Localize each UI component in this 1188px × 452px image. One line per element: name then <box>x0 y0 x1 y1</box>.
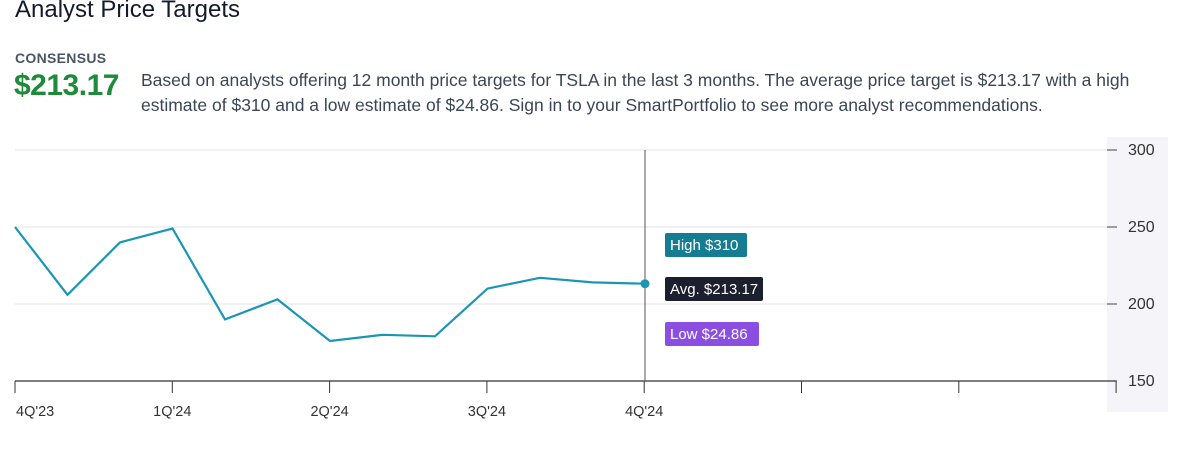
x-tick-label: 1Q'24 <box>153 404 191 420</box>
y-tick-label: 200 <box>1128 296 1155 313</box>
x-tick-label: 4Q'23 <box>16 404 54 420</box>
y-tick-label: 250 <box>1128 219 1155 236</box>
x-tick-label: 4Q'24 <box>625 404 663 420</box>
current-point <box>640 279 650 289</box>
high-tag-label: High $310 <box>670 237 738 254</box>
low-tag <box>665 322 759 346</box>
consensus-label: CONSENSUS <box>15 50 107 66</box>
y-tick-label: 300 <box>1128 142 1155 159</box>
x-tick-label: 3Q'24 <box>468 404 506 420</box>
consensus-value: $213.17 <box>14 69 119 102</box>
y-tick-label: 150 <box>1128 373 1155 390</box>
page-title: Analyst Price Targets <box>15 0 240 23</box>
x-tick-label: 2Q'24 <box>310 404 348 420</box>
y-axis-panel <box>1107 137 1168 412</box>
avg-tag <box>665 277 763 301</box>
avg-tag-label: Avg. $213.17 <box>670 281 758 298</box>
high-tag <box>665 233 747 257</box>
price-line <box>14 226 646 343</box>
consensus-description: Based on analysts offering 12 month pric… <box>141 70 1130 115</box>
low-tag-label: Low $24.86 <box>670 326 748 343</box>
